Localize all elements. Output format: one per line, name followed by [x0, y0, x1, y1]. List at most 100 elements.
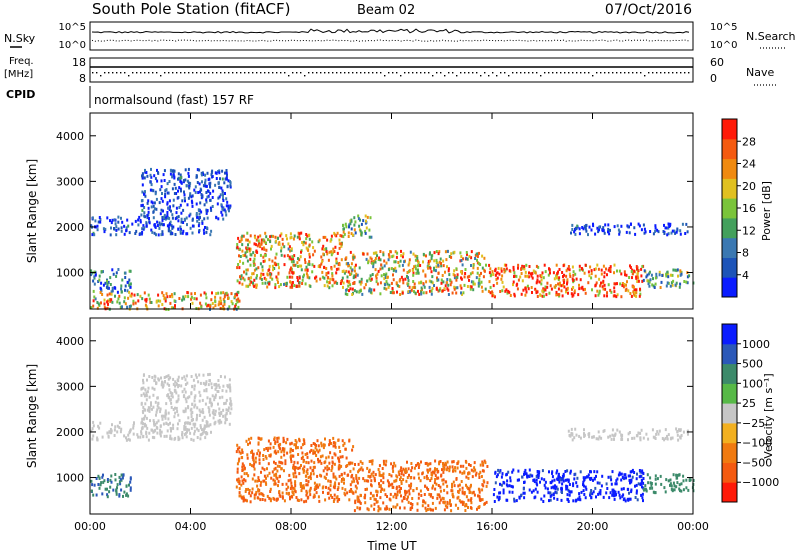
heatmap-cell	[252, 272, 255, 276]
heatmap-cell	[497, 498, 500, 502]
heatmap-cell	[578, 492, 581, 496]
heatmap-cell	[369, 274, 372, 278]
heatmap-cell	[512, 468, 515, 472]
heatmap-cell	[254, 456, 257, 460]
heatmap-cell	[435, 265, 438, 269]
heatmap-cell	[132, 426, 135, 430]
heatmap-cell	[285, 234, 288, 238]
heatmap-cell	[635, 491, 638, 495]
heatmap-cell	[302, 275, 305, 279]
heatmap-cell	[418, 281, 421, 285]
heatmap-cell	[567, 498, 570, 502]
nave-dot	[500, 72, 502, 74]
heatmap-cell	[150, 228, 153, 232]
heatmap-cell	[679, 489, 681, 493]
heatmap-cell	[189, 226, 192, 230]
heatmap-cell	[416, 502, 419, 506]
heatmap-cell	[308, 252, 311, 256]
heatmap-cell	[353, 265, 356, 269]
heatmap-cell	[255, 238, 258, 242]
heatmap-cell	[667, 281, 670, 285]
heatmap-cell	[177, 422, 179, 426]
heatmap-cell	[205, 424, 208, 428]
heatmap-cell	[190, 437, 193, 441]
heatmap-cell	[464, 272, 467, 275]
heatmap-cell	[563, 281, 565, 284]
heatmap-cell	[520, 272, 523, 275]
heatmap-cell	[621, 437, 624, 441]
velocity-colorbar-label: Velocity [m s⁻¹]	[762, 373, 775, 458]
heatmap-cell	[448, 469, 451, 473]
heatmap-cell	[290, 257, 293, 261]
heatmap-cell	[102, 480, 105, 484]
heatmap-cell	[648, 284, 651, 288]
heatmap-cell	[567, 291, 569, 295]
heatmap-cell	[294, 443, 297, 447]
heatmap-cell	[161, 230, 164, 234]
heatmap-cell	[102, 283, 105, 287]
heatmap-cell	[640, 267, 643, 271]
heatmap-cell	[640, 428, 643, 432]
heatmap-cell	[576, 476, 579, 480]
heatmap-cell	[321, 260, 324, 264]
heatmap-cell	[679, 229, 682, 233]
heatmap-cell	[566, 267, 569, 271]
heatmap-cell	[532, 269, 535, 273]
heatmap-cell	[207, 303, 210, 307]
heatmap-cell	[381, 266, 384, 270]
heatmap-cell	[468, 254, 471, 258]
heatmap-cell	[155, 207, 158, 211]
heatmap-cell	[553, 496, 556, 500]
heatmap-cell	[337, 486, 340, 490]
cpid-mode: normalsound (fast) 157 RF	[94, 93, 254, 107]
heatmap-cell	[586, 475, 589, 479]
heatmap-cell	[600, 272, 603, 276]
heatmap-cell	[325, 272, 328, 275]
heatmap-cell	[605, 267, 607, 271]
heatmap-cell	[106, 493, 109, 497]
heatmap-cell	[399, 469, 402, 473]
x-axis-label: Time UT	[366, 539, 417, 553]
heatmap-cell	[241, 450, 244, 454]
heatmap-cell	[625, 273, 628, 277]
heatmap-cell	[214, 393, 217, 397]
heatmap-cell	[100, 270, 103, 274]
heatmap-cell	[666, 281, 669, 285]
heatmap-cell	[147, 293, 150, 297]
heatmap-cell	[197, 224, 200, 228]
heatmap-cell	[616, 293, 619, 297]
heatmap-cell	[146, 390, 149, 394]
heatmap-cell	[144, 298, 147, 302]
heatmap-cell	[311, 263, 314, 267]
heatmap-cell	[307, 248, 310, 252]
heatmap-cell	[436, 493, 439, 497]
heatmap-cell	[375, 251, 378, 255]
heatmap-cell	[289, 447, 292, 451]
heatmap-cell	[354, 231, 357, 235]
heatmap-cell	[379, 496, 382, 500]
heatmap-cell	[450, 280, 453, 284]
heatmap-cell	[194, 185, 197, 189]
heatmap-cell	[660, 482, 663, 486]
heatmap-cell	[211, 205, 214, 208]
heatmap-cell	[402, 268, 405, 272]
heatmap-cell	[357, 462, 360, 466]
heatmap-cell	[549, 284, 552, 288]
heatmap-cell	[97, 474, 100, 478]
heatmap-cell	[193, 297, 196, 301]
heatmap-cell	[356, 273, 359, 277]
heatmap-cell	[245, 472, 248, 476]
nave-dot	[464, 72, 466, 74]
heatmap-cell	[370, 257, 373, 261]
heatmap-cell	[667, 222, 670, 226]
heatmap-cell	[118, 480, 121, 484]
colorbar-tick-label: 8	[742, 247, 749, 260]
heatmap-cell	[684, 232, 687, 235]
heatmap-cell	[313, 481, 316, 485]
nave-dot	[612, 72, 614, 74]
heatmap-cell	[264, 259, 266, 263]
heatmap-cell	[580, 267, 583, 270]
heatmap-cell	[154, 428, 157, 432]
heatmap-cell	[242, 261, 245, 265]
heatmap-cell	[387, 268, 390, 272]
